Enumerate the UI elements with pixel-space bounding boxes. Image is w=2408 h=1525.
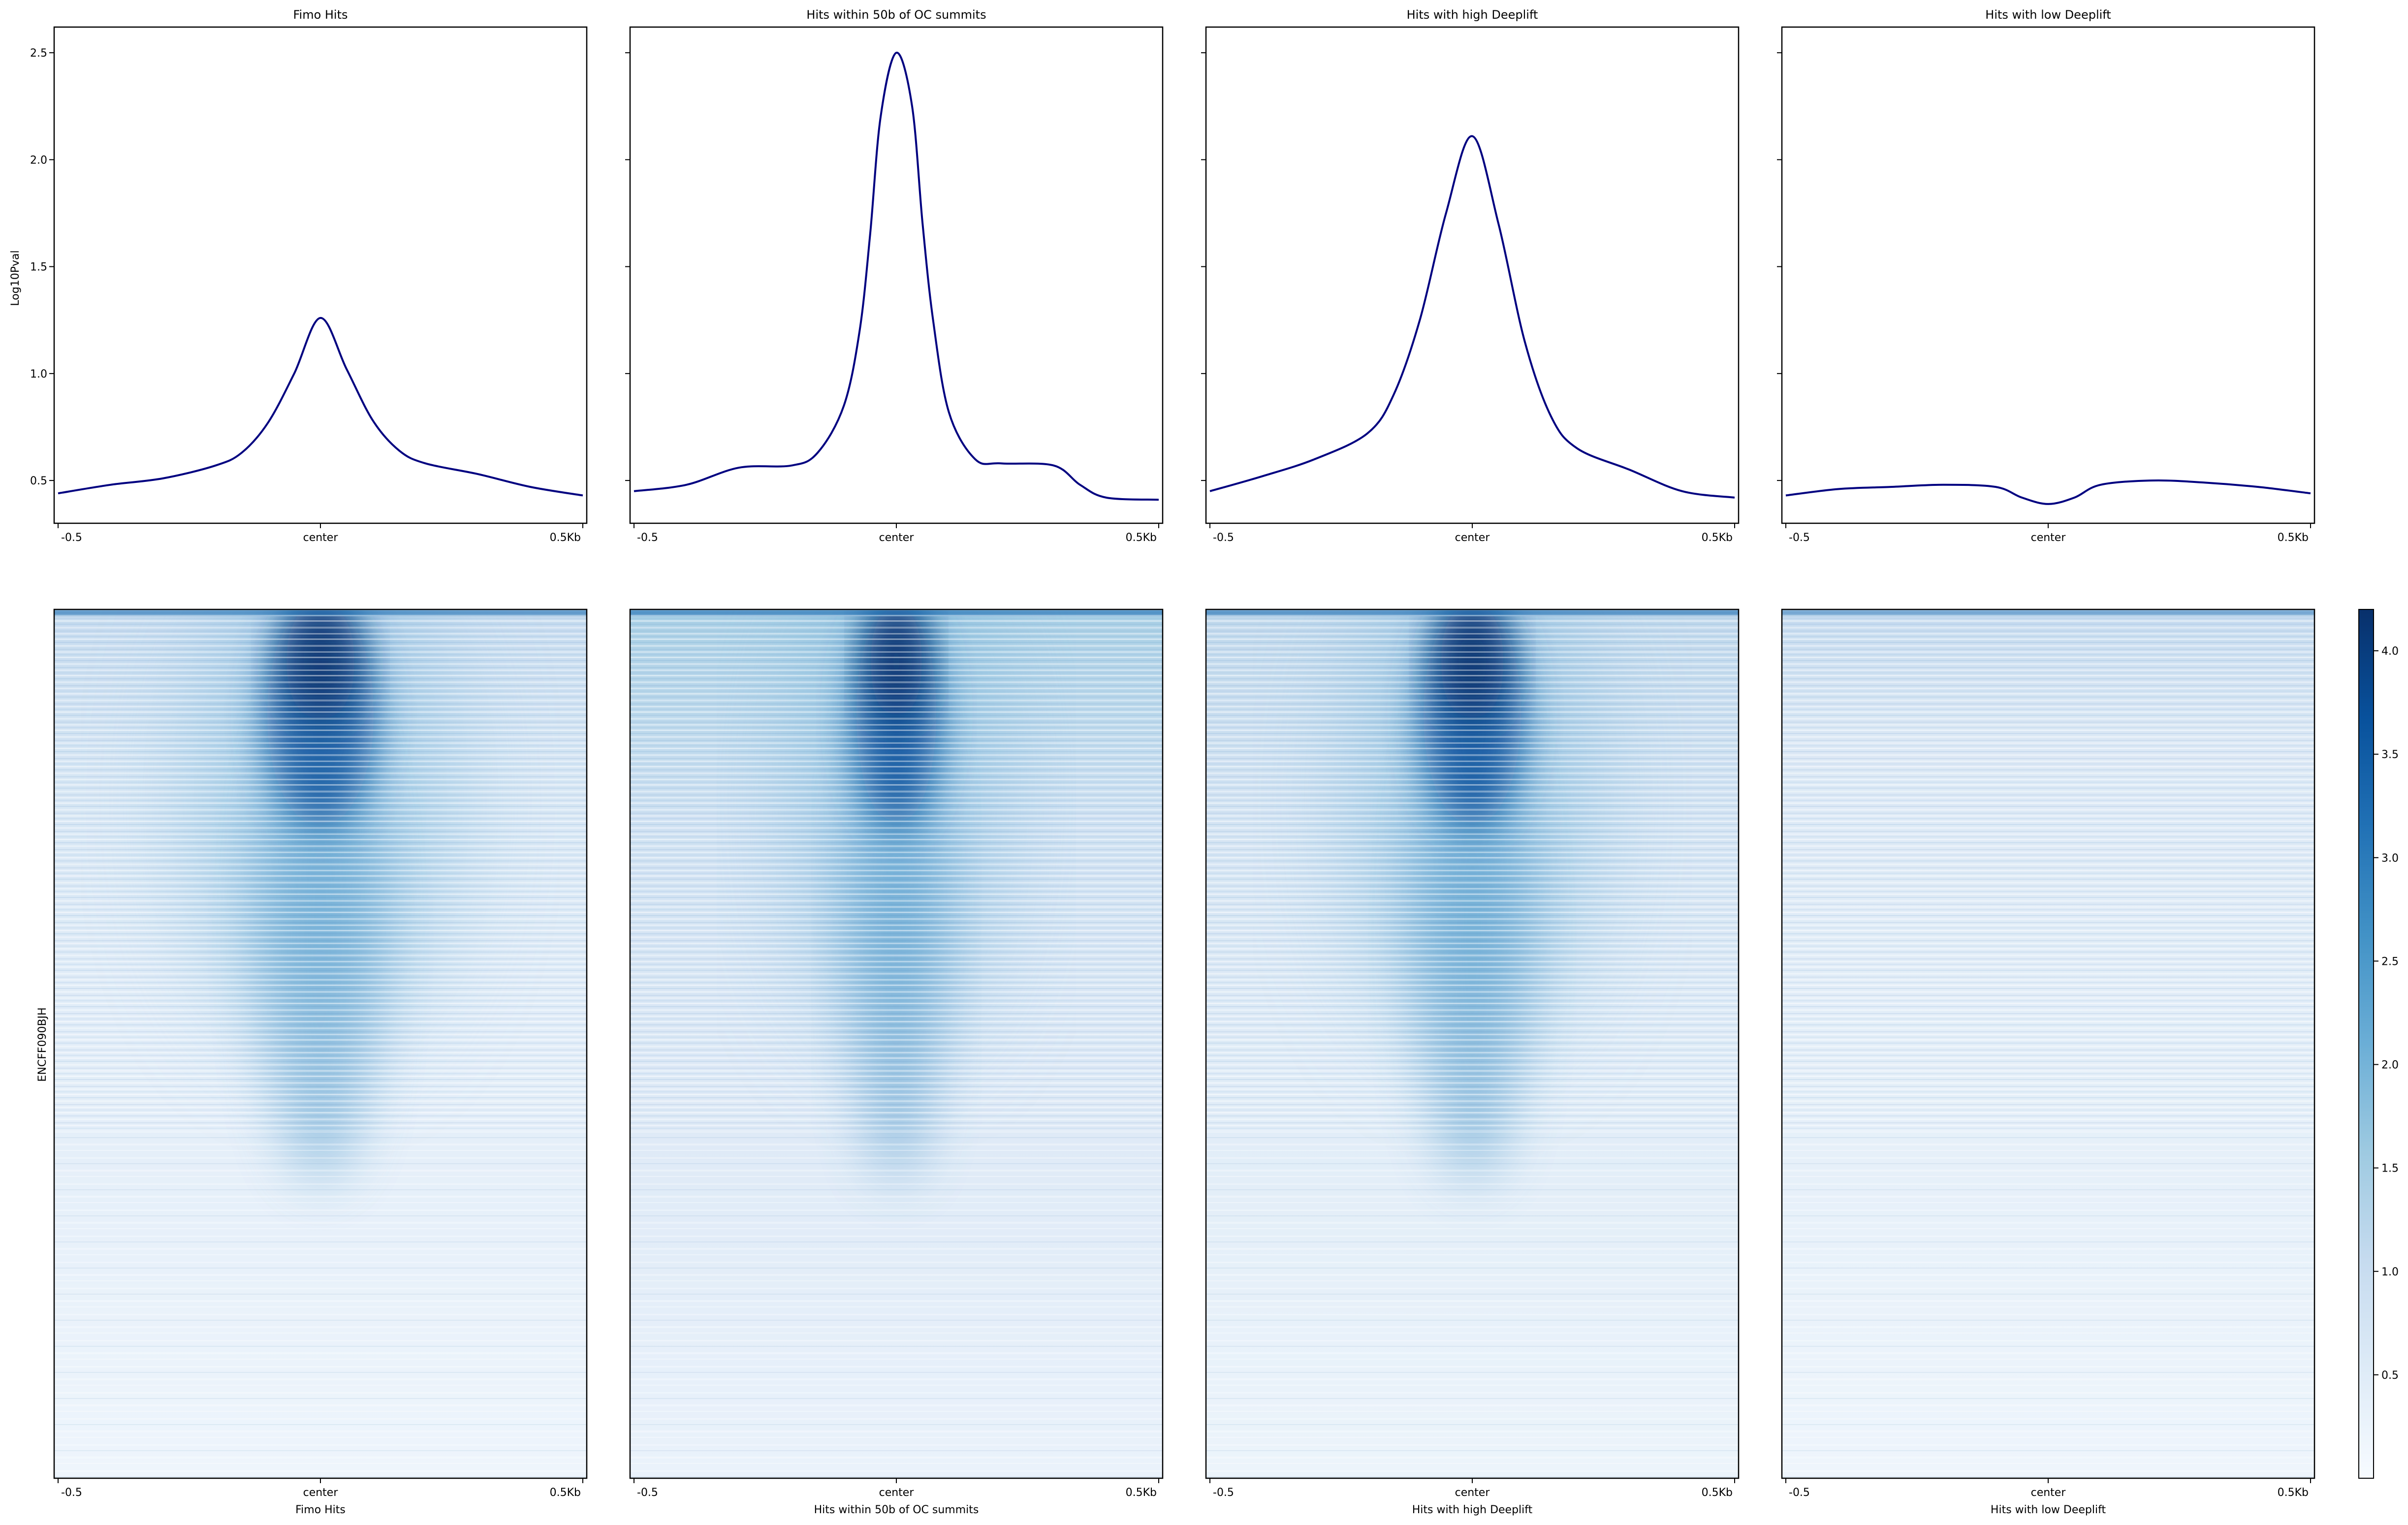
x-tick-label: -0.5 [1789, 1487, 1810, 1499]
row-streaks-lower [1782, 1131, 2314, 1478]
profile-frame [1205, 26, 1740, 524]
row-streaks-lower [630, 1131, 1163, 1478]
y-tick-label: 0.5 [30, 475, 47, 487]
row-streaks [54, 609, 587, 1131]
x-tick-label: 0.5Kb [550, 1487, 581, 1499]
x-tick-label: -0.5 [61, 532, 82, 544]
heatmap: -0.5 center 0.5Kb Hits with high Deeplift [1205, 608, 1740, 1516]
heatmap-body [54, 609, 587, 1478]
colorbar-tick-label: 1.5 [2381, 1163, 2399, 1175]
profile-line [58, 317, 583, 497]
x-tick-label: center [303, 1487, 339, 1499]
colorbar: 0.5 1.0 1.5 2.0 2.5 3.0 3.5 4.0 [2358, 609, 2399, 1479]
x-tick-label: 0.5Kb [1702, 532, 1733, 544]
panel-2: Hits within 50b of OC summits -0.5 center 0… [625, 8, 1164, 1516]
profile-line [1785, 479, 2311, 505]
x-tick-label: 0.5Kb [2278, 1487, 2309, 1499]
x-tick-label: 0.5Kb [1702, 1487, 1733, 1499]
profile-y-axis-label: Log10Pval [9, 250, 22, 306]
colorbar-gradient [2359, 609, 2374, 1478]
y-tick-label: 1.5 [30, 261, 47, 274]
x-tick-label: 0.5Kb [550, 532, 581, 544]
heatmap-x-axis-label: Hits within 50b of OC summits [814, 1504, 979, 1516]
x-tick-label: 0.5Kb [1126, 532, 1157, 544]
row-streaks [630, 609, 1163, 1131]
y-tick-label: 2.0 [30, 154, 47, 166]
heatmap-body [1206, 609, 1739, 1478]
x-tick-label: center [2031, 532, 2066, 544]
x-tick-label: -0.5 [1213, 532, 1234, 544]
y-tick-label: 2.5 [30, 47, 47, 60]
heatmap-body [630, 609, 1163, 1478]
colorbar-tick-label: 3.0 [2381, 852, 2399, 864]
x-tick-label: -0.5 [61, 1487, 82, 1499]
x-tick-label: -0.5 [1789, 532, 1810, 544]
heatmap: -0.5 center 0.5Kb Fimo Hits [53, 608, 588, 1516]
heatmap-x-axis-label: Hits with high Deeplift [1412, 1504, 1533, 1516]
y-tick-label: 1.0 [30, 368, 47, 381]
heatmap-x-axis-label: Hits with low Deeplift [1991, 1504, 2106, 1516]
profile-title: Hits within 50b of OC summits [806, 8, 986, 22]
x-tick-label: center [879, 532, 915, 544]
profile-line [634, 52, 1159, 501]
x-tick-label: -0.5 [637, 1487, 658, 1499]
profile-frame [1781, 26, 2315, 524]
colorbar-frame [2358, 609, 2374, 1479]
profile-line [1209, 135, 1735, 499]
colorbar-tick-label: 2.5 [2381, 955, 2399, 968]
x-tick-label: center [879, 1487, 915, 1499]
x-tick-label: center [1455, 532, 1490, 544]
profile-title: Hits with high Deeplift [1407, 8, 1538, 22]
heatmap: -0.5 center 0.5Kb Hits with low Deeplift [1781, 608, 2315, 1516]
colorbar-tick-label: 1.0 [2381, 1266, 2399, 1278]
row-streaks-lower [1206, 1131, 1739, 1478]
colorbar-tick-label: 3.5 [2381, 749, 2399, 761]
profile-frame [629, 26, 1164, 524]
x-tick-label: 0.5Kb [1126, 1487, 1157, 1499]
heatmap-x-axis-label: Fimo Hits [295, 1504, 346, 1516]
x-tick-label: -0.5 [1213, 1487, 1234, 1499]
x-tick-label: -0.5 [637, 532, 658, 544]
profile-frame [53, 26, 588, 524]
panel-4: Hits with low Deeplift-0.5 center 0.5Kb-0.… [1777, 8, 2315, 1516]
heatmap: -0.5 center 0.5Kb Hits within 50b of OC sum… [629, 608, 1164, 1516]
x-tick-label: center [303, 532, 339, 544]
panel-3: Hits with high Deeplift-0.5 center 0.5Kb-0… [1201, 8, 1740, 1516]
colorbar-tick-label: 4.0 [2381, 645, 2399, 658]
heatmap-body [1782, 609, 2314, 1478]
heatmap-y-axis-label: ENCFF090BJH [36, 1007, 49, 1081]
profile-title: Fimo Hits [293, 8, 348, 22]
x-tick-label: 0.5Kb [2278, 532, 2309, 544]
x-tick-label: center [1455, 1487, 1490, 1499]
row-streaks [1782, 609, 2314, 1131]
colorbar-tick-label: 0.5 [2381, 1369, 2399, 1382]
row-streaks [1206, 609, 1739, 1131]
colorbar-tick-label: 2.0 [2381, 1059, 2399, 1072]
row-streaks-lower [54, 1131, 587, 1478]
x-tick-label: center [2031, 1487, 2066, 1499]
profile-title: Hits with low Deeplift [1985, 8, 2111, 22]
